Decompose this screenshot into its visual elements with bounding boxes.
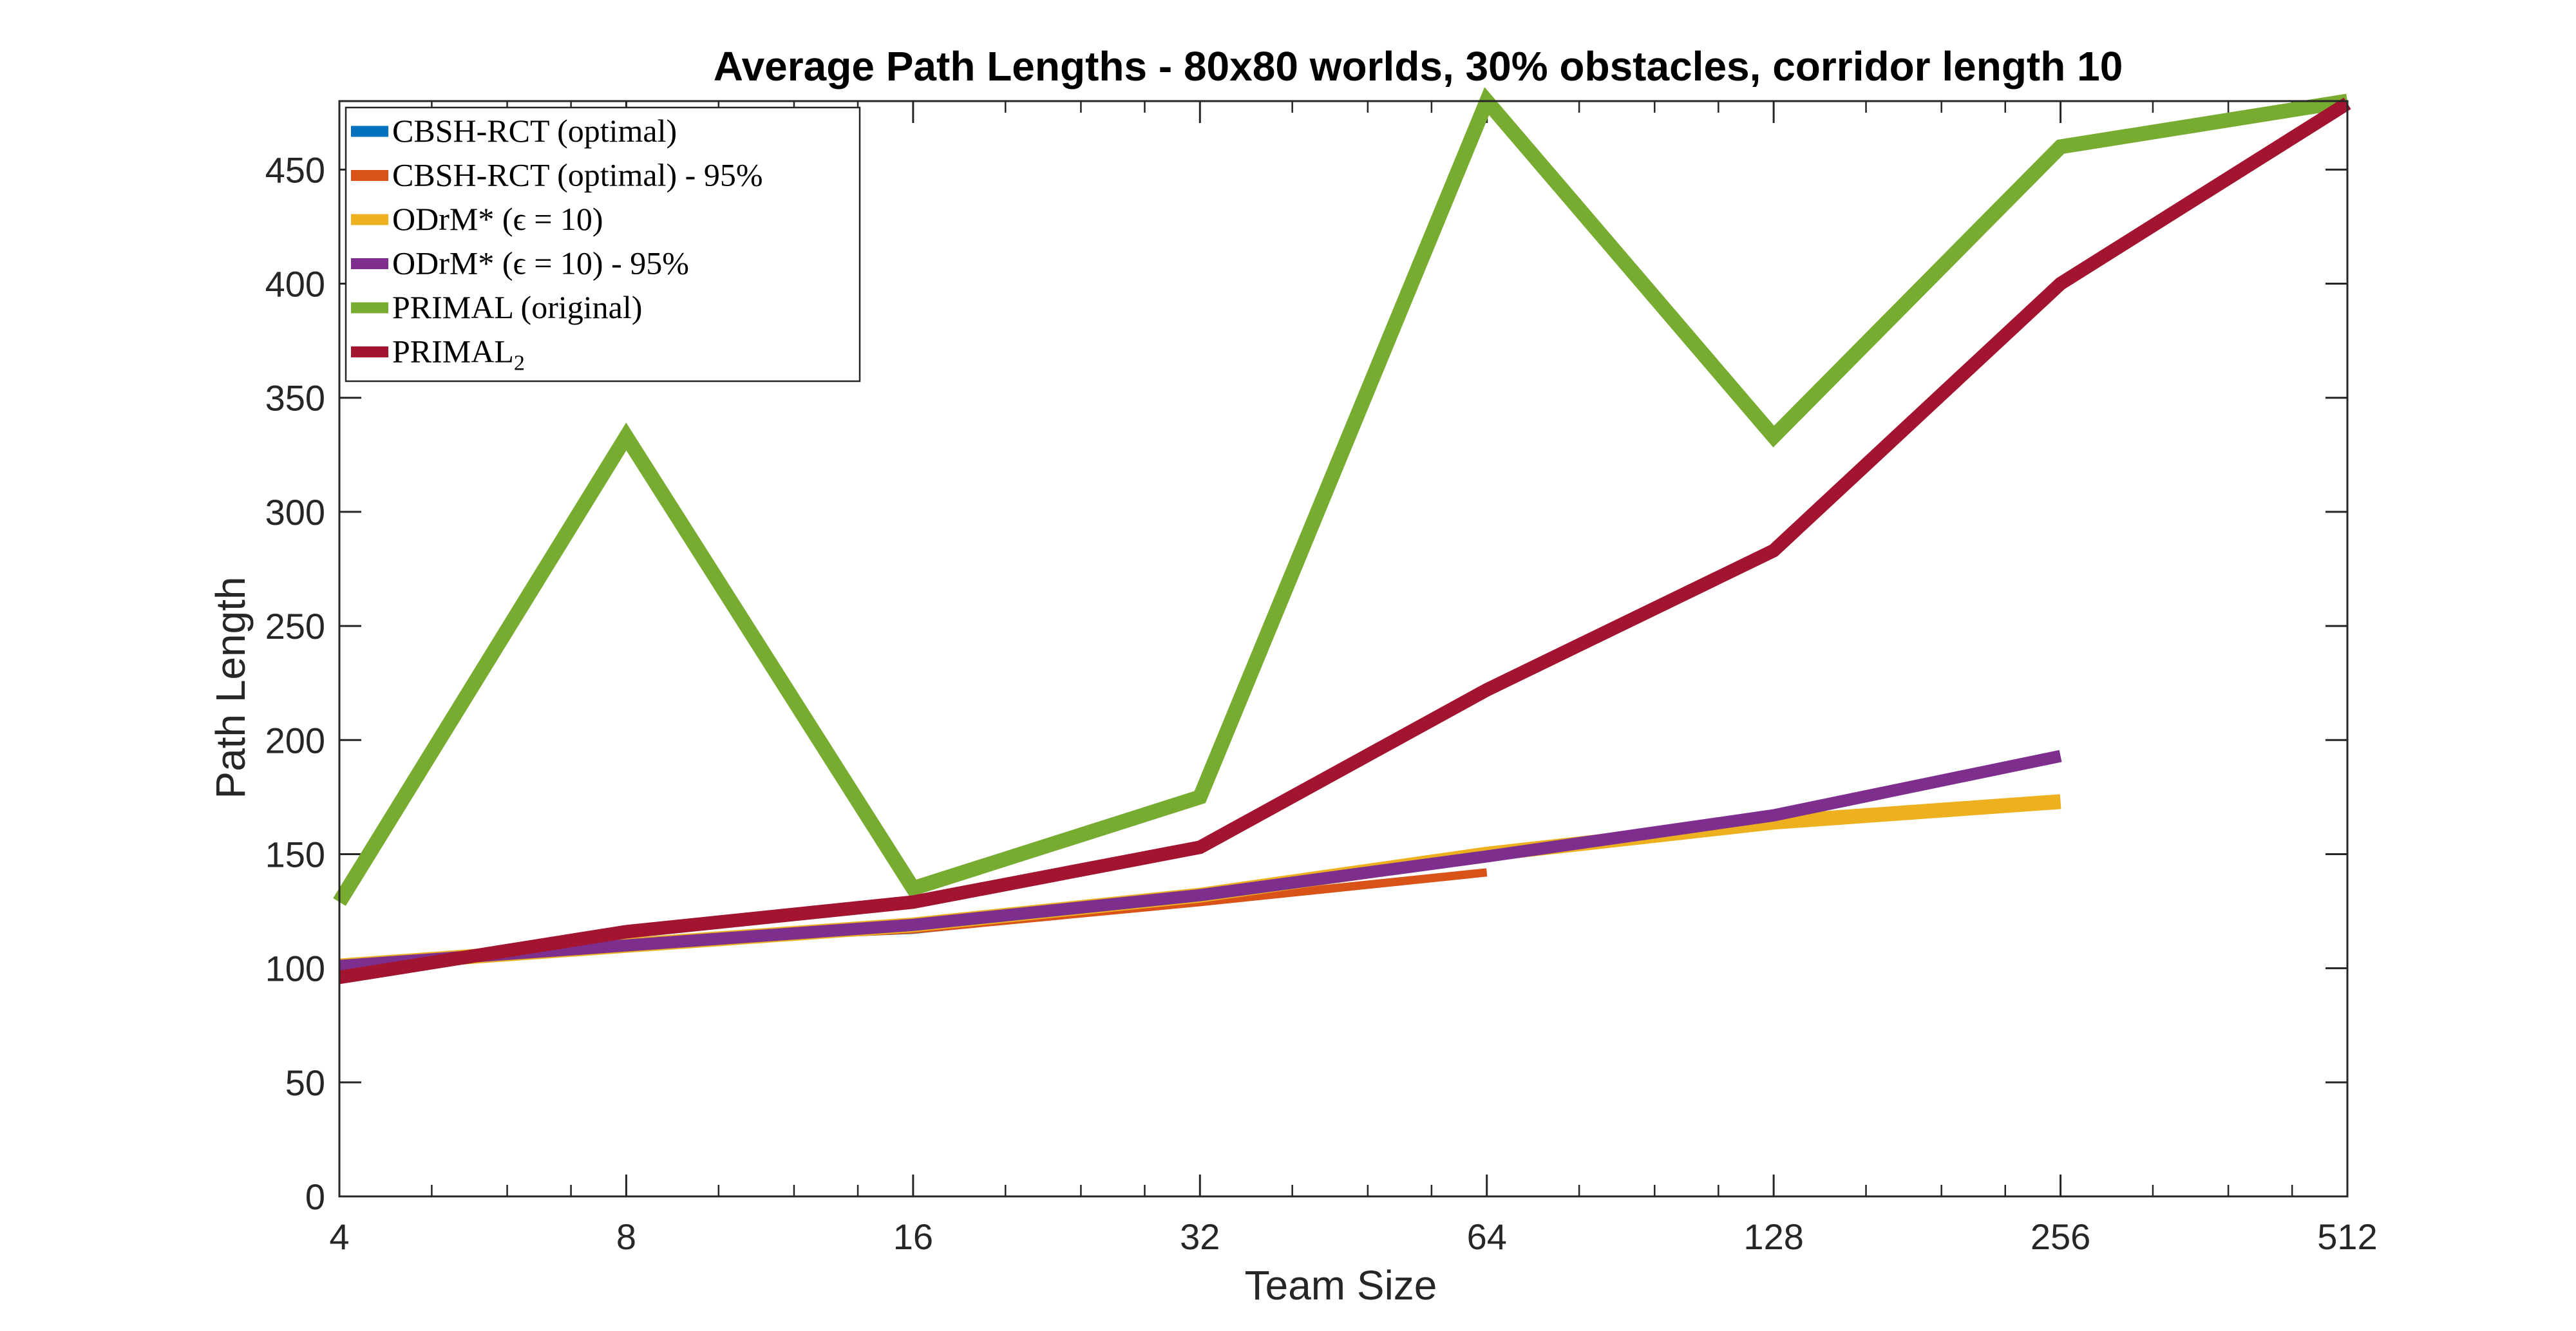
y-tick-label: 0 bbox=[305, 1176, 325, 1217]
series-line-odrm-10-95 bbox=[339, 750, 2062, 972]
legend-entry: CBSH-RCT (optimal) bbox=[392, 113, 677, 149]
y-tick-label: 300 bbox=[265, 492, 325, 533]
x-tick-label: 64 bbox=[1467, 1216, 1507, 1257]
legend-entry: PRIMAL (original) bbox=[392, 289, 642, 325]
y-tick-label: 50 bbox=[285, 1062, 325, 1103]
plot-frame bbox=[338, 100, 2349, 1198]
x-axis-label: Team Size bbox=[1245, 1262, 1437, 1308]
x-tick-label: 32 bbox=[1180, 1216, 1220, 1257]
legend-entry: CBSH-RCT (optimal) - 95% bbox=[392, 157, 762, 193]
legend-entry-subscript: 2 bbox=[514, 352, 525, 375]
x-tick-label: 16 bbox=[893, 1216, 933, 1257]
series-line-primal-original bbox=[333, 87, 2349, 906]
y-tick-label: 350 bbox=[265, 378, 325, 419]
legend-entry: ODrM* (ϵ = 10) bbox=[392, 201, 603, 237]
legend-entry: PRIMAL2 bbox=[392, 334, 525, 375]
y-axis-label: Path Length bbox=[207, 576, 254, 798]
y-tick-label: 400 bbox=[265, 264, 325, 305]
y-tick-label: 250 bbox=[265, 606, 325, 647]
x-tick-label: 8 bbox=[616, 1216, 636, 1257]
x-tick-label: 256 bbox=[2031, 1216, 2090, 1257]
chart-title: Average Path Lengths - 80x80 worlds, 30%… bbox=[714, 43, 2123, 90]
plot-frame-layer bbox=[338, 100, 2349, 1198]
y-tick-label: 450 bbox=[265, 149, 325, 190]
y-tick-label: 150 bbox=[265, 834, 325, 874]
series-layer bbox=[333, 87, 2351, 985]
y-tick-label: 100 bbox=[265, 949, 325, 989]
series-line-primal-2 bbox=[338, 97, 2351, 985]
x-tick-label: 512 bbox=[2317, 1216, 2377, 1257]
legend-box bbox=[345, 106, 861, 382]
x-tick-label: 128 bbox=[1743, 1216, 1803, 1257]
y-tick-label: 200 bbox=[265, 720, 325, 760]
x-tick-label: 4 bbox=[329, 1216, 349, 1257]
legend-entry: ODrM* (ϵ = 10) - 95% bbox=[392, 245, 689, 281]
legend: CBSH-RCT (optimal) CBSH-RCT (optimal) - 9… bbox=[345, 106, 861, 382]
